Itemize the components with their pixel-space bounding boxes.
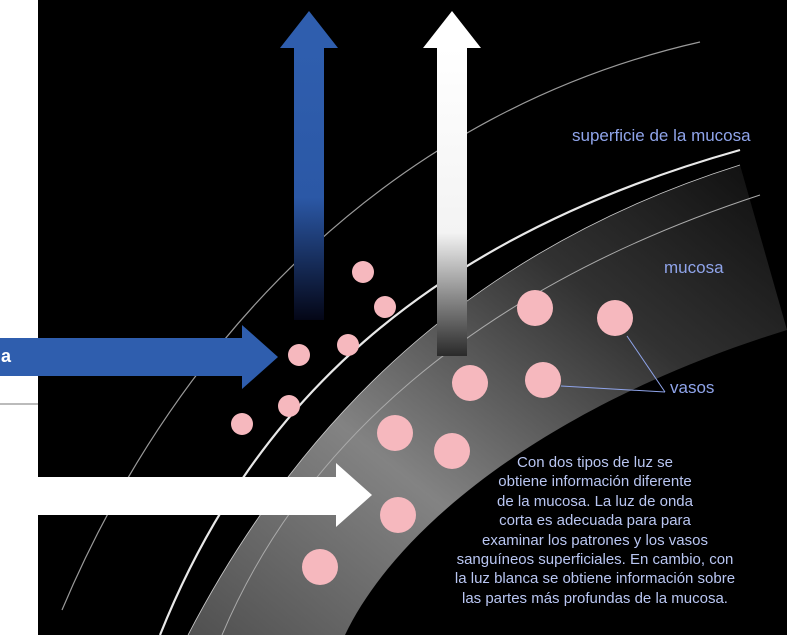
caption-line: sanguíneos superficiales. En cambio, con (456, 551, 734, 569)
blue-right-arrow (0, 325, 278, 389)
vessel (597, 300, 633, 336)
surface-curve-line (158, 148, 741, 636)
vessel (377, 415, 413, 451)
surface-label: superficie de la mucosa (572, 126, 751, 145)
caption-line: obtiene información diferente (498, 473, 692, 491)
vessel (278, 395, 300, 417)
vessel (380, 497, 416, 533)
deep-vessels (302, 290, 633, 585)
caption-line: la luz blanca se obtiene información sob… (454, 570, 736, 588)
white-up-arrow (423, 11, 481, 356)
vessels-label: vasos (670, 378, 715, 397)
vessel-leader-lines (560, 335, 666, 393)
caption: Con dos tipos de luz se obtiene informac… (405, 453, 785, 608)
vessel (452, 365, 488, 401)
vessel (302, 549, 338, 585)
inner-curve-line (221, 194, 761, 636)
caption-line: de la mucosa. La luz de onda (497, 492, 693, 510)
vessel (434, 433, 470, 469)
caption-line: corta es adecuada para para (499, 512, 691, 530)
mucosa-band-outline (187, 164, 741, 636)
blue-up-arrow (280, 11, 338, 320)
white-right-arrow (0, 463, 372, 527)
caption-line: Con dos tipos de luz se (517, 454, 673, 471)
vessel (352, 261, 374, 283)
vessel (231, 413, 253, 435)
vessel (525, 362, 561, 398)
vessel (517, 290, 553, 326)
blue-arrow-text: a (1, 346, 12, 366)
left-margin-strip (0, 0, 38, 635)
caption-line: examinar los patrones y los vasos (482, 531, 708, 549)
mucosa-label: mucosa (664, 258, 724, 277)
vessel (337, 334, 359, 356)
vessel (288, 344, 310, 366)
vessel (374, 296, 396, 318)
superficial-vessels (231, 261, 396, 435)
caption-line: las partes más profundas de la mucosa. (462, 589, 728, 607)
